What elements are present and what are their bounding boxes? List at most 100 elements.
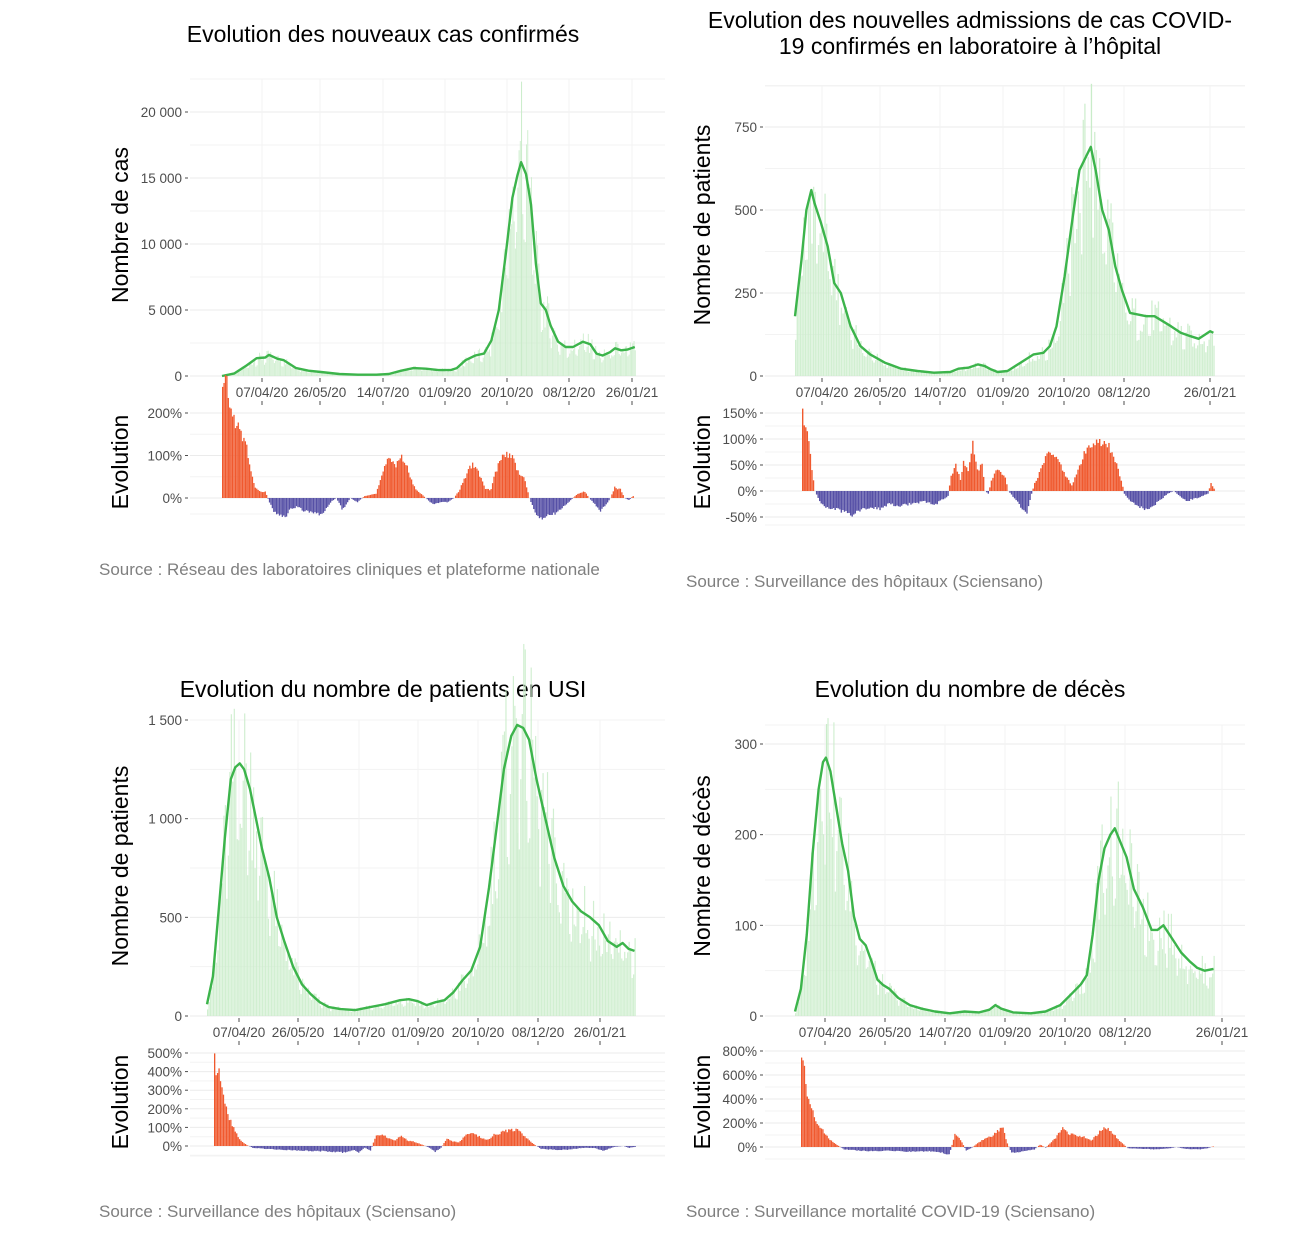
daily-bar [527,842,529,1016]
daily-bar [285,364,287,376]
evolution-bar-positive [237,422,239,498]
evolution-bar-positive [1052,1140,1054,1147]
evolution-bar-positive [231,416,234,498]
evolution-bar-negative [883,491,886,506]
evolution-bar-negative [352,1146,354,1151]
daily-bar [496,898,498,1016]
evolution-bar-positive [801,1057,803,1147]
daily-bar [319,1005,322,1016]
daily-bar [383,1006,385,1016]
daily-bar [1018,363,1021,376]
evolution-bar-negative [438,1146,441,1149]
evolution-bar-negative [945,1147,948,1155]
daily-bar [266,872,268,1016]
evolution-panel: 0%100%200%300%400%500%Evolution [107,1046,665,1157]
evolution-bar-positive [509,1129,511,1146]
evolution-bar-negative [286,1146,288,1151]
daily-bar [398,1002,400,1016]
evolution-bar-negative [337,1146,339,1152]
daily-bar [324,373,326,376]
evolution-y-tick-label: 200% [147,406,182,421]
evolution-bar-positive [1117,1139,1119,1147]
evolution-y-tick-label: 300% [147,1083,182,1098]
daily-bar [248,850,250,1016]
evolution-bar-positive [1085,453,1087,491]
evolution-bar-negative [1009,1147,1011,1150]
evolution-bar-positive [230,1119,232,1146]
evolution-bar-negative [1171,491,1174,492]
evolution-bar-negative [1025,1147,1027,1151]
daily-bar [424,370,426,376]
evolution-bar-positive [1044,456,1047,491]
daily-bar [593,359,595,376]
evolution-bar-negative [901,491,903,506]
evolution-bar-negative [320,498,322,514]
daily-bar [259,352,261,376]
evolution-bar-negative [537,498,539,517]
daily-bar [367,1008,369,1016]
evolution-bar-positive [1040,1145,1043,1147]
evolution-bar-positive [250,471,252,498]
daily-bar [862,950,864,1016]
evolution-bar-negative [908,1147,911,1152]
evolution-bar-positive [372,1142,375,1146]
evolution-bar-negative [589,498,592,500]
evolution-bar-negative [1026,491,1028,514]
evolution-bar-positive [826,1135,828,1147]
evolution-bar-positive [522,1135,525,1146]
daily-bar [1026,1012,1028,1016]
evolution-bar-positive [224,374,227,498]
daily-bar [500,300,502,376]
evolution-bar-positive [1073,1134,1075,1147]
evolution-bar-positive [1062,1127,1064,1147]
daily-bar [464,366,466,376]
daily-bar [1142,898,1144,1016]
daily-bar [303,982,305,1016]
evolution-bar-positive [405,465,407,498]
daily-bar [518,150,520,376]
evolution-bar-negative [1188,491,1191,501]
evolution-bar-negative [888,1147,891,1151]
daily-bar [1213,955,1215,1016]
daily-bar [930,373,932,376]
evolution-bar-negative [944,1147,946,1155]
daily-bar [601,362,603,376]
daily-bar [866,351,869,376]
daily-bar [993,1007,996,1016]
evolution-bar-negative [534,498,536,513]
daily-bar [551,818,553,1016]
evolution-bar-negative [1138,1147,1141,1149]
evolution-bar-negative [605,498,607,505]
evolution-bar-negative [856,1147,858,1151]
daily-bar [539,886,541,1016]
daily-bar [282,366,284,376]
daily-bar [632,343,634,376]
evolution-bar-negative [911,491,914,504]
daily-bar [597,926,599,1016]
daily-bar [1101,824,1103,1016]
evolution-bar-positive [369,494,372,498]
daily-bar [230,714,232,1016]
daily-bar [294,958,296,1016]
evolution-bar-negative [321,498,323,514]
daily-bar [835,300,838,376]
daily-bar [368,1005,370,1016]
evolution-bar-positive [1118,1141,1121,1147]
evolution-bar-negative [628,498,630,500]
daily-bar [419,369,421,376]
evolution-bar-negative [893,1147,895,1152]
evolution-bar-positive [504,457,506,498]
daily-bar [287,362,289,376]
daily-bar [798,284,800,376]
daily-bar [881,360,883,376]
daily-bar [526,144,527,376]
daily-bar [848,833,850,1016]
daily-bar [251,860,253,1016]
daily-bar [249,362,251,376]
evolution-bar-positive [984,1138,986,1147]
evolution-bar-negative [887,491,889,504]
daily-bar [417,1001,419,1016]
evolution-bar-negative [1164,1147,1166,1149]
daily-bar [806,259,808,376]
evolution-bar-negative [925,491,928,503]
